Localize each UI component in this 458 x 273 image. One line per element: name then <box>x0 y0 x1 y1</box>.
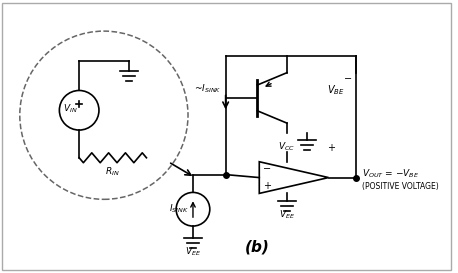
Text: (POSITIVE VOLTAGE): (POSITIVE VOLTAGE) <box>362 182 439 191</box>
Text: $V_{EE}$: $V_{EE}$ <box>279 209 295 221</box>
Text: $V_{BE}$: $V_{BE}$ <box>327 84 344 97</box>
Text: −: − <box>263 164 271 174</box>
Text: $V_{OUT}$ = $-V_{BE}$: $V_{OUT}$ = $-V_{BE}$ <box>362 167 420 180</box>
Text: $R_{IN}$: $R_{IN}$ <box>105 165 120 178</box>
Text: $I_{SINK}$: $I_{SINK}$ <box>169 203 189 215</box>
Text: $V_{CC}$: $V_{CC}$ <box>278 141 295 153</box>
Text: (b): (b) <box>245 239 270 254</box>
Text: +: + <box>263 182 271 191</box>
Text: $V_{EE}$: $V_{EE}$ <box>185 245 201 258</box>
Text: −: − <box>344 74 352 84</box>
Text: $V_{IN}$: $V_{IN}$ <box>63 102 77 115</box>
Text: +: + <box>327 143 336 153</box>
Text: ~$I_{SINK}$: ~$I_{SINK}$ <box>194 82 222 95</box>
